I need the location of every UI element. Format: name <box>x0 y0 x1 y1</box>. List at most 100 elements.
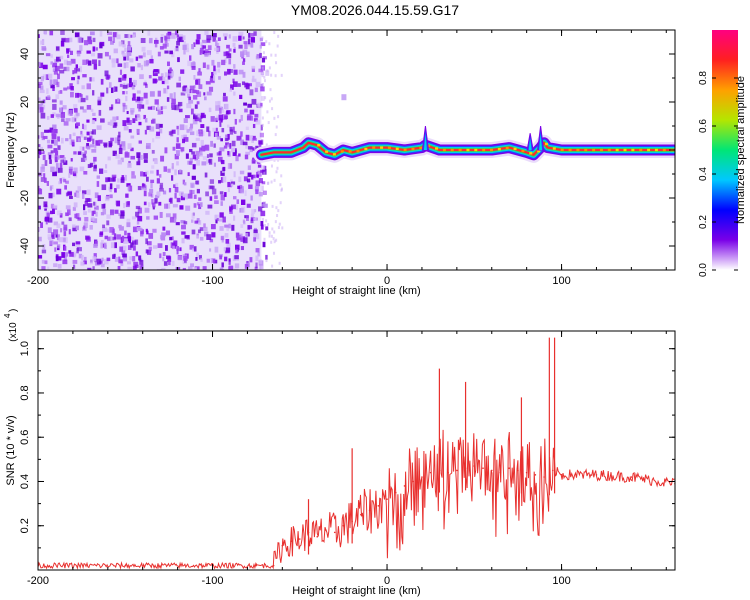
noise-pixel <box>263 75 266 79</box>
noise-pixel <box>38 84 41 89</box>
noise-pixel <box>228 260 231 265</box>
noise-pixel <box>77 186 81 192</box>
noise-pixel <box>260 124 263 131</box>
noise-pixel <box>96 175 100 179</box>
noise-pixel <box>79 106 84 110</box>
noise-pixel <box>237 83 241 87</box>
noise-pixel <box>147 249 152 255</box>
noise-pixel <box>177 101 183 107</box>
noise-pixel <box>90 52 96 57</box>
noise-pixel <box>61 221 65 225</box>
noise-pixel <box>70 91 74 98</box>
noise-pixel <box>228 58 232 65</box>
noise-pixel <box>225 238 230 244</box>
noise-pixel <box>51 234 55 240</box>
noise-pixel <box>183 182 187 186</box>
signal-dash <box>513 147 517 150</box>
bottom-ytick-label: 0.4 <box>19 474 31 489</box>
noise-pixel <box>188 161 193 165</box>
noise-pixel <box>108 141 113 147</box>
noise-pixel <box>196 159 200 166</box>
noise-pixel <box>178 36 184 43</box>
noise-pixel <box>193 115 198 119</box>
noise-pixel <box>195 180 199 185</box>
noise-pixel <box>179 247 182 252</box>
noise-pixel <box>159 253 162 259</box>
noise-pixel <box>208 185 214 190</box>
noise-pixel <box>104 235 108 240</box>
noise-pixel <box>146 50 152 56</box>
noise-pixel <box>121 141 126 147</box>
noise-pixel <box>89 77 95 82</box>
spike-blob-3 <box>341 94 347 101</box>
noise-pixel <box>161 80 165 85</box>
noise-pixel <box>92 46 96 52</box>
noise-pixel <box>159 234 164 240</box>
noise-pixel <box>254 266 258 270</box>
noise-pixel <box>67 37 73 43</box>
noise-pixel <box>113 233 117 240</box>
noise-pixel <box>186 103 192 109</box>
signal-dash <box>560 148 564 152</box>
noise-pixel <box>56 81 60 88</box>
noise-pixel <box>136 161 141 166</box>
noise-pixel <box>53 229 59 235</box>
noise-pixel <box>276 166 279 170</box>
noise-pixel <box>123 238 128 244</box>
noise-pixel <box>145 99 149 105</box>
top-xlabel: Height of straight line (km) <box>292 285 420 297</box>
noise-pixel <box>138 121 142 126</box>
signal-dash <box>647 148 651 152</box>
noise-pixel <box>108 36 113 42</box>
noise-pixel <box>110 177 115 182</box>
noise-pixel <box>127 119 132 125</box>
bottom-ylabel: SNR (10 * v/v) <box>5 415 17 485</box>
noise-pixel <box>176 82 181 88</box>
noise-pixel <box>233 130 237 134</box>
noise-pixel <box>164 79 169 85</box>
noise-pixel <box>200 139 204 146</box>
noise-pixel <box>131 216 136 220</box>
noise-pixel <box>74 67 78 74</box>
noise-pixel <box>47 73 53 79</box>
noise-pixel <box>58 107 63 113</box>
noise-pixel <box>120 178 125 183</box>
noise-pixel <box>209 196 213 201</box>
noise-pixel <box>62 157 66 163</box>
noise-pixel <box>164 72 168 78</box>
noise-pixel <box>254 87 258 93</box>
noise-pixel <box>81 85 85 90</box>
noise-pixel <box>244 263 249 269</box>
noise-pixel <box>131 171 135 176</box>
noise-pixel <box>249 115 254 121</box>
noise-pixel <box>215 214 220 221</box>
noise-pixel <box>42 154 46 161</box>
noise-pixel <box>63 224 68 231</box>
noise-pixel <box>149 126 155 132</box>
noise-pixel <box>227 181 233 188</box>
noise-pixel <box>86 50 91 54</box>
noise-pixel <box>153 215 159 220</box>
noise-pixel <box>50 114 54 118</box>
noise-pixel <box>173 217 177 223</box>
noise-pixel <box>256 174 259 178</box>
noise-pixel <box>117 139 121 146</box>
noise-pixel <box>156 131 160 136</box>
noise-pixel <box>159 123 163 128</box>
noise-pixel <box>55 56 61 62</box>
noise-pixel <box>260 102 263 107</box>
noise-pixel <box>247 146 253 150</box>
noise-pixel <box>189 157 193 163</box>
noise-pixel <box>273 240 276 244</box>
noise-pixel <box>198 255 202 260</box>
noise-pixel <box>150 105 156 110</box>
noise-pixel <box>80 261 85 266</box>
noise-pixel <box>273 230 276 234</box>
noise-pixel <box>90 131 94 135</box>
noise-pixel <box>271 204 274 208</box>
noise-pixel <box>238 69 244 75</box>
noise-pixel <box>127 232 131 239</box>
noise-pixel <box>218 180 221 184</box>
noise-pixel <box>229 209 233 214</box>
noise-pixel <box>43 177 47 183</box>
